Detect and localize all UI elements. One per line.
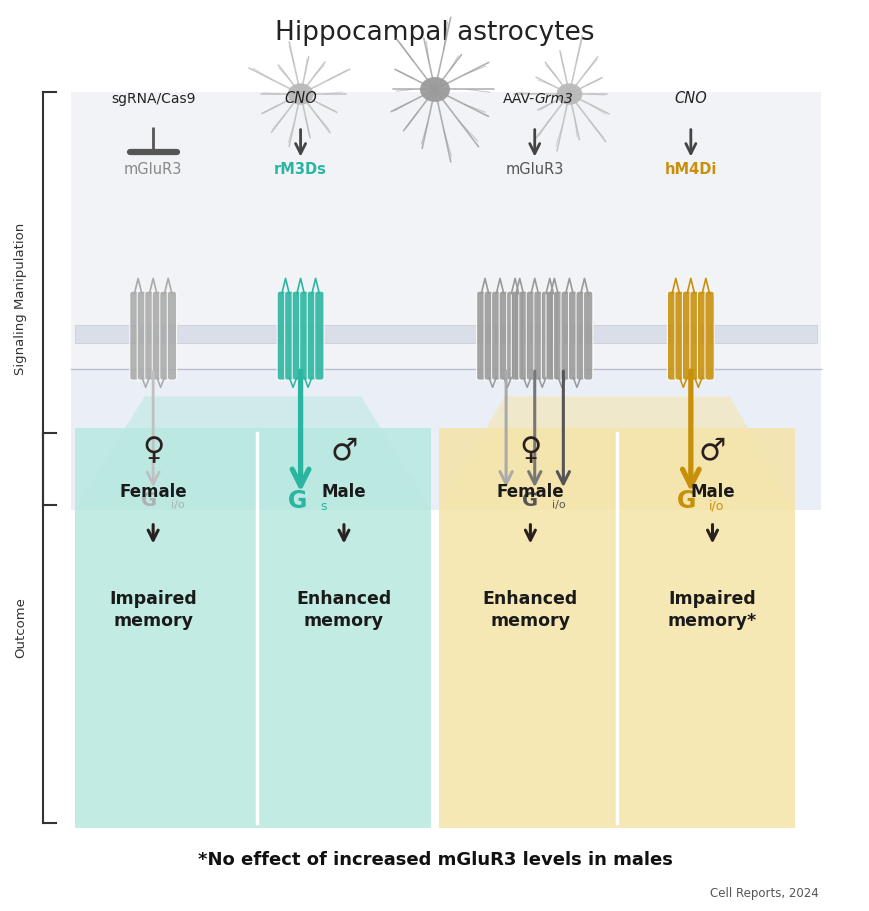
FancyBboxPatch shape [681, 292, 691, 380]
Text: rM3Ds: rM3Ds [274, 162, 327, 177]
FancyBboxPatch shape [277, 292, 286, 380]
Text: mGluR3: mGluR3 [123, 162, 182, 177]
Text: Outcome: Outcome [14, 598, 27, 659]
Text: ♂: ♂ [330, 436, 357, 466]
Polygon shape [439, 396, 794, 510]
FancyBboxPatch shape [307, 292, 316, 380]
Text: Female: Female [119, 483, 187, 501]
Text: sgRNA/Cas9: sgRNA/Cas9 [110, 92, 196, 106]
FancyBboxPatch shape [70, 369, 820, 510]
FancyBboxPatch shape [583, 292, 592, 380]
FancyBboxPatch shape [152, 292, 162, 380]
FancyBboxPatch shape [292, 292, 301, 380]
Text: $\mathbf{G}$: $\mathbf{G}$ [287, 489, 307, 513]
FancyBboxPatch shape [483, 292, 493, 380]
FancyBboxPatch shape [439, 428, 794, 828]
FancyBboxPatch shape [674, 292, 683, 380]
FancyBboxPatch shape [534, 292, 542, 380]
Text: ♂: ♂ [698, 436, 726, 466]
FancyBboxPatch shape [315, 292, 323, 380]
Text: mGluR3: mGluR3 [505, 162, 563, 177]
FancyBboxPatch shape [511, 292, 520, 380]
Text: AAV-: AAV- [502, 92, 534, 106]
Text: Enhanced
memory: Enhanced memory [296, 589, 391, 630]
Text: i/o: i/o [708, 500, 724, 513]
Ellipse shape [556, 83, 581, 105]
FancyBboxPatch shape [526, 292, 535, 380]
Ellipse shape [420, 77, 449, 102]
Text: Male: Male [322, 483, 366, 501]
Text: Impaired
memory*: Impaired memory* [667, 589, 756, 630]
FancyBboxPatch shape [561, 292, 570, 380]
FancyBboxPatch shape [70, 92, 820, 369]
FancyBboxPatch shape [129, 292, 139, 380]
FancyBboxPatch shape [553, 292, 562, 380]
FancyBboxPatch shape [689, 292, 699, 380]
FancyBboxPatch shape [667, 292, 676, 380]
Text: $\mathbf{G}$: $\mathbf{G}$ [140, 491, 156, 510]
Polygon shape [75, 396, 430, 510]
Text: hM4Di: hM4Di [664, 162, 716, 177]
FancyBboxPatch shape [704, 292, 713, 380]
Text: CNO: CNO [673, 91, 706, 106]
Text: $\mathbf{G}$: $\mathbf{G}$ [675, 489, 694, 513]
Text: CNO: CNO [284, 91, 316, 106]
Text: s: s [320, 500, 326, 513]
FancyBboxPatch shape [160, 292, 169, 380]
FancyBboxPatch shape [546, 292, 554, 380]
Text: Impaired
memory: Impaired memory [109, 589, 196, 630]
FancyBboxPatch shape [491, 292, 501, 380]
FancyBboxPatch shape [541, 292, 550, 380]
Text: $\mathbf{G}$: $\mathbf{G}$ [521, 491, 537, 510]
FancyBboxPatch shape [568, 292, 577, 380]
FancyBboxPatch shape [548, 292, 558, 380]
FancyBboxPatch shape [167, 292, 176, 380]
Text: Female: Female [496, 483, 564, 501]
FancyBboxPatch shape [697, 292, 706, 380]
Ellipse shape [288, 83, 313, 105]
FancyBboxPatch shape [575, 292, 585, 380]
FancyBboxPatch shape [144, 292, 154, 380]
FancyBboxPatch shape [137, 292, 146, 380]
FancyBboxPatch shape [299, 292, 308, 380]
Text: Grm3: Grm3 [534, 92, 573, 106]
Text: Male: Male [689, 483, 734, 501]
FancyBboxPatch shape [476, 292, 485, 380]
FancyBboxPatch shape [518, 292, 527, 380]
Text: ♀: ♀ [519, 436, 541, 466]
Text: Enhanced
memory: Enhanced memory [482, 589, 577, 630]
FancyBboxPatch shape [75, 428, 430, 828]
Text: i/o: i/o [552, 499, 565, 509]
Text: Hippocampal astrocytes: Hippocampal astrocytes [275, 20, 594, 46]
Text: Cell Reports, 2024: Cell Reports, 2024 [709, 886, 818, 900]
Text: i/o: i/o [170, 499, 184, 509]
FancyBboxPatch shape [514, 292, 523, 380]
Text: ♀: ♀ [142, 436, 164, 466]
FancyBboxPatch shape [506, 292, 515, 380]
FancyBboxPatch shape [499, 292, 507, 380]
FancyBboxPatch shape [284, 292, 294, 380]
FancyBboxPatch shape [75, 324, 816, 343]
Text: Signaling Manipulation: Signaling Manipulation [14, 223, 27, 375]
Text: *No effect of increased mGluR3 levels in males: *No effect of increased mGluR3 levels in… [197, 851, 672, 869]
